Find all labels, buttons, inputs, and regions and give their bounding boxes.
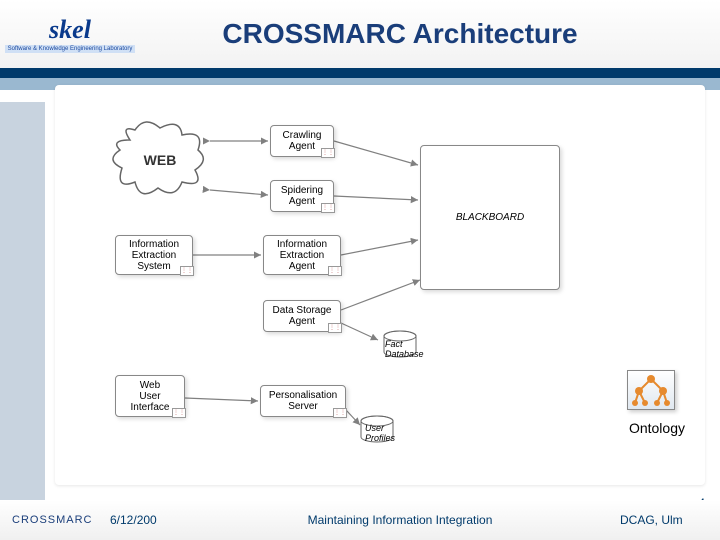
slide-header: skel Software & Knowledge Engineering La…	[0, 0, 720, 68]
fact-database-label: Fact Database	[385, 339, 424, 359]
slide-footer: CROSSMARC 6/12/200 Maintaining Informati…	[0, 500, 720, 540]
agent-icon	[172, 408, 186, 418]
slide-title: CROSSMARC Architecture	[140, 18, 720, 50]
agent-icon	[328, 266, 342, 276]
logo-text: skel	[49, 15, 91, 45]
footer-right-text: DCAG, Ulm	[620, 513, 720, 527]
node-iesystem: Information Extraction System	[115, 235, 193, 275]
footer-center-text: Maintaining Information Integration	[180, 513, 620, 527]
node-ieagent: Information Extraction Agent	[263, 235, 341, 275]
agent-icon	[321, 203, 335, 213]
web-label: WEB	[144, 152, 177, 168]
web-cloud: WEB	[110, 120, 210, 200]
node-datastorage: Data Storage Agent	[263, 300, 341, 332]
agent-icon	[180, 266, 194, 276]
logo-subtitle: Software & Knowledge Engineering Laborat…	[5, 45, 136, 53]
agent-icon	[321, 148, 335, 158]
node-spidering: Spidering Agent	[270, 180, 334, 212]
architecture-diagram: WEB Crawling Agent Spidering Agent Informa…	[55, 85, 705, 485]
ontology-icon	[627, 370, 675, 410]
agent-icon	[333, 408, 347, 418]
footer-date: 6/12/200	[110, 513, 180, 527]
node-webui: Web User Interface	[115, 375, 185, 417]
side-bar	[0, 102, 45, 540]
footer-logo: CROSSMARC	[0, 514, 110, 526]
node-personalisation: Personalisation Server	[260, 385, 346, 417]
user-profiles-label: User Profiles	[365, 423, 395, 443]
ontology-annotation: Ontology	[629, 420, 685, 436]
agent-icon	[328, 323, 342, 333]
node-blackboard: BLACKBOARD	[420, 145, 560, 290]
logo-area: skel Software & Knowledge Engineering La…	[0, 0, 140, 68]
node-crawling: Crawling Agent	[270, 125, 334, 157]
